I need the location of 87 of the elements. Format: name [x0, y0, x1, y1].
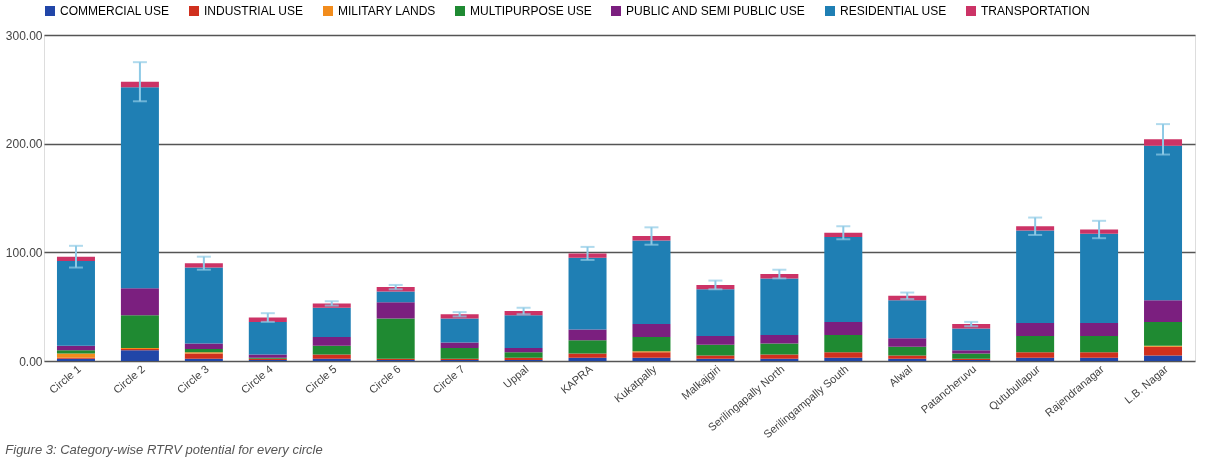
bar	[312, 358, 351, 361]
bar	[632, 240, 671, 325]
bar	[568, 253, 607, 258]
bar	[824, 321, 863, 335]
bar	[1080, 336, 1119, 353]
bar	[312, 354, 351, 359]
bar	[952, 328, 991, 351]
legend-label: MILITARY LANDS	[338, 4, 436, 18]
bar	[760, 354, 799, 359]
bar	[1016, 357, 1055, 361]
bar	[376, 318, 415, 359]
bar	[888, 346, 927, 356]
bar	[184, 267, 223, 344]
bar	[568, 353, 607, 358]
bar	[56, 353, 95, 358]
bar	[184, 343, 223, 350]
y-tick-label: 100.00	[5, 245, 43, 260]
bar	[376, 291, 415, 303]
bar	[120, 87, 159, 289]
bar	[696, 344, 735, 356]
bar	[1144, 300, 1183, 322]
bar	[760, 343, 799, 355]
bar	[1144, 145, 1183, 301]
bar	[1144, 139, 1183, 146]
bar	[248, 321, 287, 355]
bar	[504, 347, 543, 353]
legend-label: PUBLIC AND SEMI PUBLIC USE	[626, 4, 805, 18]
bar	[888, 338, 927, 347]
bar	[440, 347, 479, 359]
bar	[1016, 336, 1055, 353]
bar	[56, 261, 95, 346]
bar	[504, 315, 543, 348]
bar	[952, 350, 991, 354]
y-tick-label: 200.00	[5, 137, 43, 152]
bar	[1080, 352, 1119, 358]
bar	[632, 357, 671, 361]
bar	[696, 289, 735, 337]
bar	[1016, 322, 1055, 337]
bar	[184, 263, 223, 268]
bar	[952, 353, 991, 359]
legend-label: COMMERCIAL USE	[60, 4, 169, 18]
bar	[824, 357, 863, 361]
bar	[1144, 346, 1183, 356]
bar	[760, 358, 799, 361]
legend-label: RESIDENTIAL USE	[840, 4, 947, 18]
bar	[568, 340, 607, 354]
bar	[184, 358, 223, 361]
bar	[696, 336, 735, 345]
bar	[888, 300, 927, 339]
legend-label: TRANSPORTATION	[981, 4, 1090, 18]
bar	[56, 345, 95, 351]
bar	[568, 329, 607, 341]
bar	[568, 357, 607, 361]
bar	[632, 337, 671, 352]
bar	[632, 352, 671, 358]
bar	[1016, 352, 1055, 358]
bar	[376, 302, 415, 319]
bar	[1144, 355, 1183, 361]
bar	[1144, 321, 1183, 346]
bar	[184, 353, 223, 359]
bar	[824, 334, 863, 353]
bar	[120, 288, 159, 316]
bar	[440, 342, 479, 348]
bar	[504, 352, 543, 358]
bar	[1016, 230, 1055, 323]
bar	[824, 352, 863, 358]
bar	[120, 315, 159, 348]
legend-label: INDUSTRIAL USE	[204, 4, 303, 18]
bar	[312, 345, 351, 355]
bar	[760, 278, 799, 335]
bar	[1080, 322, 1119, 337]
bar	[312, 307, 351, 338]
bar	[120, 350, 159, 361]
y-tick-label: 0.00	[19, 354, 43, 369]
bar	[1080, 357, 1119, 361]
bar	[632, 324, 671, 338]
bar	[1016, 226, 1055, 231]
legend-label: MULTIPURPOSE USE	[470, 4, 592, 18]
bar	[568, 257, 607, 330]
y-tick-label: 300.00	[5, 28, 43, 43]
bar	[440, 318, 479, 343]
bar	[56, 350, 95, 354]
bar	[1080, 233, 1119, 323]
bar	[824, 237, 863, 322]
caption: Figure 3: Category-wise RTRV potential for every circle	[5, 441, 323, 457]
bar	[312, 337, 351, 346]
bar	[760, 334, 799, 344]
